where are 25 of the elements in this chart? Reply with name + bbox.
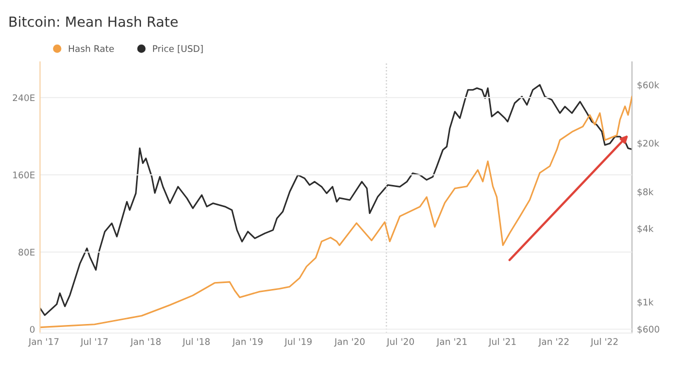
y-tick-label: 160E: [13, 172, 35, 178]
x-tick-label: Jul '20: [386, 338, 414, 347]
x-tick-label: Jan '22: [538, 338, 569, 347]
x-tick-label: Jul '22: [590, 338, 618, 347]
y2-tick-label: $1k: [638, 298, 654, 307]
x-tick-label: Jan '20: [334, 338, 365, 347]
chart-title: Bitcoin: Mean Hash Rate: [10, 16, 178, 27]
y2-tick-label: $600: [638, 326, 660, 334]
y-tick-label: 240E: [12, 94, 35, 102]
y2-tick-label: $8k: [638, 188, 654, 196]
x-tick-label: Jan '19: [232, 338, 263, 347]
y-tick-label: 0: [30, 326, 35, 333]
y2-tick-label: $20k: [638, 140, 660, 148]
x-tick-label: Jan '18: [130, 338, 161, 347]
x-tick-label: Jul '21: [488, 338, 516, 347]
y2-tick-label: $60k: [638, 81, 660, 90]
x-tick-label: Jul '17: [80, 338, 108, 347]
y-tick-label: 80E: [18, 248, 35, 256]
y2-tick-label: $4k: [638, 225, 654, 234]
x-tick-label: Jul '18: [182, 338, 210, 347]
x-tick-label: Jul '19: [284, 338, 312, 347]
x-tick-label: Jan '21: [436, 338, 467, 347]
legend-label: Price [USD]: [153, 45, 203, 54]
x-tick-label: Jan '17: [28, 338, 59, 347]
legend-label: Hash Rate: [68, 45, 114, 52]
